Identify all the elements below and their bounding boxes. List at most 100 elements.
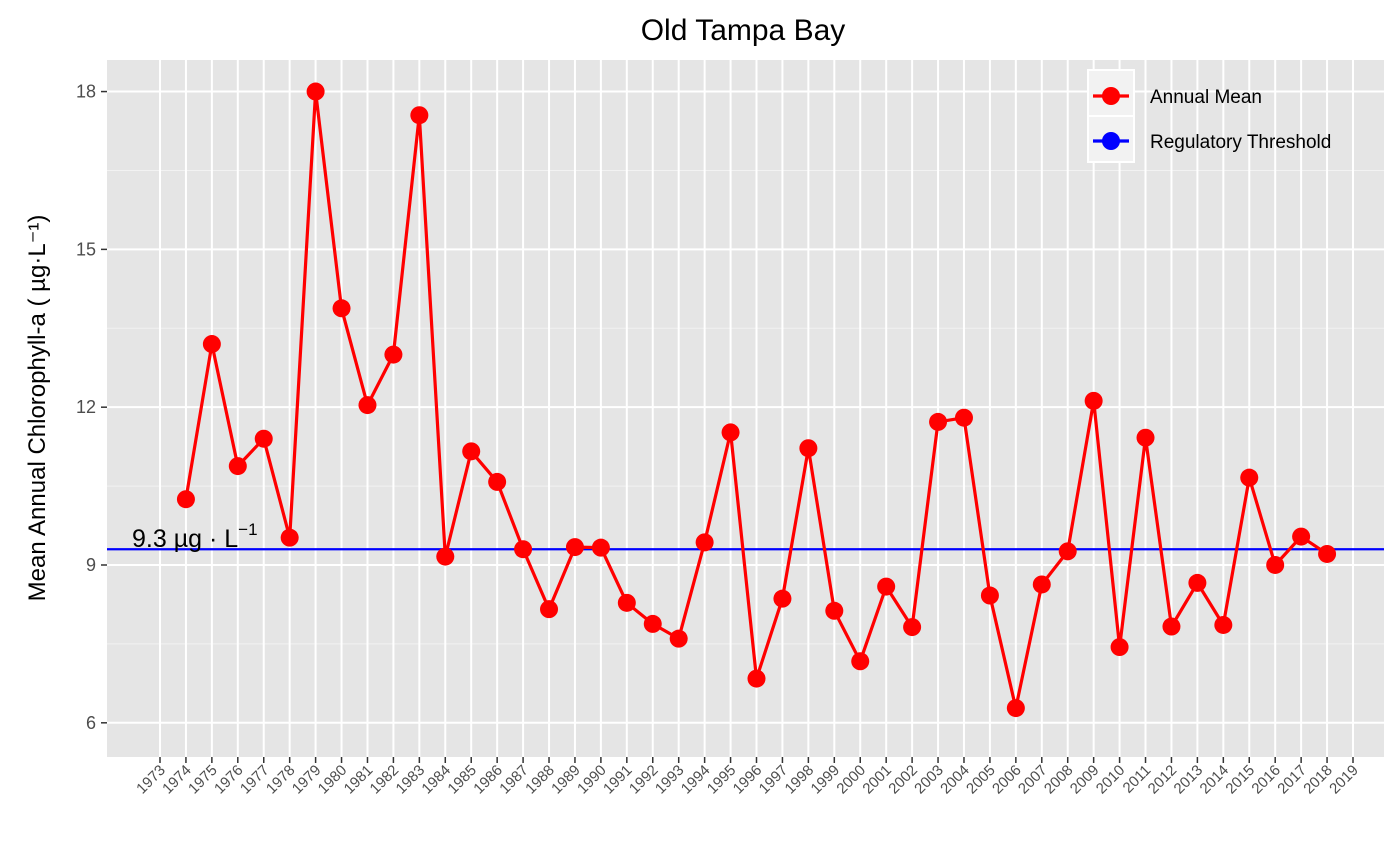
annual-mean-point [254, 429, 273, 448]
annual-mean-point [747, 669, 766, 688]
x-axis: 1973197419751976197719781979198019811982… [133, 757, 1362, 797]
x-tick-label: 1982 [367, 762, 403, 798]
x-tick-label: 2004 [937, 762, 973, 798]
annual-mean-point [1032, 575, 1051, 594]
x-tick-label: 1997 [756, 762, 792, 798]
legend-key-point [1102, 87, 1120, 105]
y-axis: 6 9 12 15 18 [76, 82, 107, 733]
x-tick-label: 1974 [159, 762, 195, 798]
x-tick-label: 1986 [470, 762, 506, 798]
x-tick-label: 1993 [652, 762, 688, 798]
x-tick-label: 2009 [1067, 762, 1103, 798]
annual-mean-point [1292, 527, 1311, 546]
x-tick-label: 1992 [626, 762, 662, 798]
x-tick-label: 2017 [1274, 762, 1310, 798]
annual-mean-point [1110, 638, 1129, 657]
annual-mean-point [591, 538, 610, 557]
x-tick-label: 1976 [211, 762, 247, 798]
x-tick-label: 1979 [289, 762, 325, 798]
x-tick-label: 2000 [833, 762, 869, 798]
annual-mean-point [176, 490, 195, 509]
annual-mean-point [410, 106, 429, 125]
annual-mean-point [1084, 391, 1103, 410]
annual-mean-point [540, 600, 559, 619]
x-tick-label: 1975 [185, 762, 221, 798]
x-tick-label: 1991 [600, 762, 636, 798]
x-tick-label: 1985 [444, 762, 480, 798]
x-tick-label: 2011 [1120, 762, 1155, 797]
x-tick-label: 2008 [1041, 762, 1077, 798]
annual-mean-point [825, 601, 844, 620]
annual-mean-point [1136, 428, 1155, 447]
annual-mean-point [773, 589, 792, 608]
x-tick-label: 2002 [885, 762, 921, 798]
x-tick-label: 1981 [341, 762, 377, 798]
annual-mean-point [851, 652, 870, 671]
x-tick-label: 2003 [911, 762, 947, 798]
annual-mean-point [877, 577, 896, 596]
series-layer [176, 82, 1337, 718]
x-tick-label: 1973 [133, 762, 169, 798]
annual-mean-point [488, 472, 507, 491]
y-tick-label: 15 [76, 239, 96, 259]
annual-mean-point [903, 618, 922, 637]
x-tick-label: 1995 [704, 762, 740, 798]
x-tick-label: 1977 [237, 762, 273, 798]
annual-mean-point [565, 538, 584, 557]
annual-mean-point [695, 533, 714, 552]
x-tick-label: 1987 [496, 762, 532, 798]
legend-label: Regulatory Threshold [1150, 132, 1331, 153]
annotation-superscript: −1 [238, 520, 257, 539]
x-tick-label: 1998 [782, 762, 818, 798]
annual-mean-point [228, 457, 247, 476]
x-tick-label: 2001 [859, 762, 895, 798]
legend-label: Annual Mean [1150, 87, 1262, 108]
legend: Annual Mean Regulatory Threshold [1087, 69, 1331, 163]
x-tick-label: 1999 [808, 762, 844, 798]
x-tick-label: 1978 [263, 762, 299, 798]
annual-mean-point [306, 82, 325, 101]
y-tick-label: 18 [76, 82, 96, 102]
y-tick-label: 9 [86, 555, 96, 575]
annual-mean-point [1214, 615, 1233, 634]
x-tick-label: 1990 [574, 762, 610, 798]
annual-mean-point [1162, 617, 1181, 636]
x-tick-label: 1980 [315, 762, 351, 798]
x-tick-label: 1989 [548, 762, 584, 798]
y-axis-label: Mean Annual Chlorophyll-a ( µg·L⁻¹) [24, 215, 51, 602]
x-tick-label: 2007 [1015, 762, 1051, 798]
x-tick-label: 2016 [1248, 762, 1284, 798]
annotation-text: 9.3 µg · L [132, 525, 238, 553]
annual-mean-point [669, 629, 688, 648]
chart-title: Old Tampa Bay [641, 14, 846, 47]
x-tick-label: 1988 [522, 762, 558, 798]
annual-mean-point [617, 593, 636, 612]
annual-mean-point [358, 396, 377, 415]
y-tick-label: 6 [86, 713, 96, 733]
annual-mean-point [954, 408, 973, 427]
annual-mean-point [1240, 468, 1259, 487]
x-tick-label: 2010 [1093, 762, 1129, 798]
annual-mean-point [462, 442, 481, 461]
annual-mean-point [643, 614, 662, 633]
x-tick-label: 2012 [1145, 762, 1181, 798]
threshold-annotation: 9.3 µg · L−1 [132, 520, 258, 553]
annual-mean-point [1188, 573, 1207, 592]
annual-mean-point [436, 547, 455, 566]
x-tick-label: 1983 [393, 762, 429, 798]
x-tick-label: 2014 [1197, 762, 1233, 798]
x-tick-label: 2006 [989, 762, 1025, 798]
x-tick-label: 2013 [1171, 762, 1207, 798]
x-tick-label: 1984 [418, 762, 454, 798]
annual-mean-point [332, 299, 351, 318]
x-tick-label: 2005 [963, 762, 999, 798]
y-tick-label: 12 [76, 397, 96, 417]
annual-mean-point [799, 439, 818, 458]
annual-mean-point [202, 335, 221, 354]
annual-mean-point [1006, 699, 1025, 718]
annual-mean-point [1266, 555, 1285, 574]
x-tick-label: 2019 [1326, 762, 1362, 798]
x-tick-label: 1994 [678, 762, 714, 798]
annual-mean-point [514, 540, 533, 559]
